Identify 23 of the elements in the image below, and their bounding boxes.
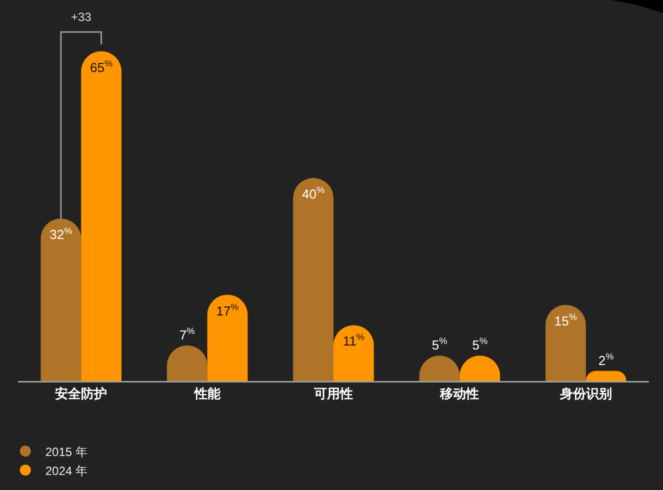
data-label: 32$^{%}$ (50, 226, 72, 242)
x-tick-label: 身份识别 (558, 386, 612, 402)
x-tick-label: 移动性 (439, 386, 480, 402)
bar (293, 178, 334, 381)
bar (207, 294, 248, 381)
text: +33 (71, 10, 92, 24)
data-label: 5$^{%}$ (472, 336, 488, 353)
data-label: 40$^{%}$ (302, 185, 325, 202)
legend-label: 2015 年 (45, 444, 88, 459)
data-label: 5$^{%}$ (432, 336, 448, 353)
data-label: 2$^{%}$ (598, 351, 614, 368)
x-tick-label: 可用性 (313, 386, 353, 402)
x-tick-label: 性能 (193, 386, 222, 402)
x-tick-label: 安全防护 (55, 386, 108, 402)
bar (81, 51, 122, 381)
bar (40, 218, 82, 381)
legend-label: 2024 年 (45, 464, 88, 478)
data-label: 7$^{%}$ (179, 326, 195, 342)
bar (546, 304, 586, 381)
data-label: 11$^{%}$ (342, 332, 364, 348)
data-label: 17$^{%}$ (216, 302, 239, 318)
data-label: 15$^{%}$ (554, 312, 577, 328)
data-label: 65$^{%}$ (90, 58, 113, 75)
